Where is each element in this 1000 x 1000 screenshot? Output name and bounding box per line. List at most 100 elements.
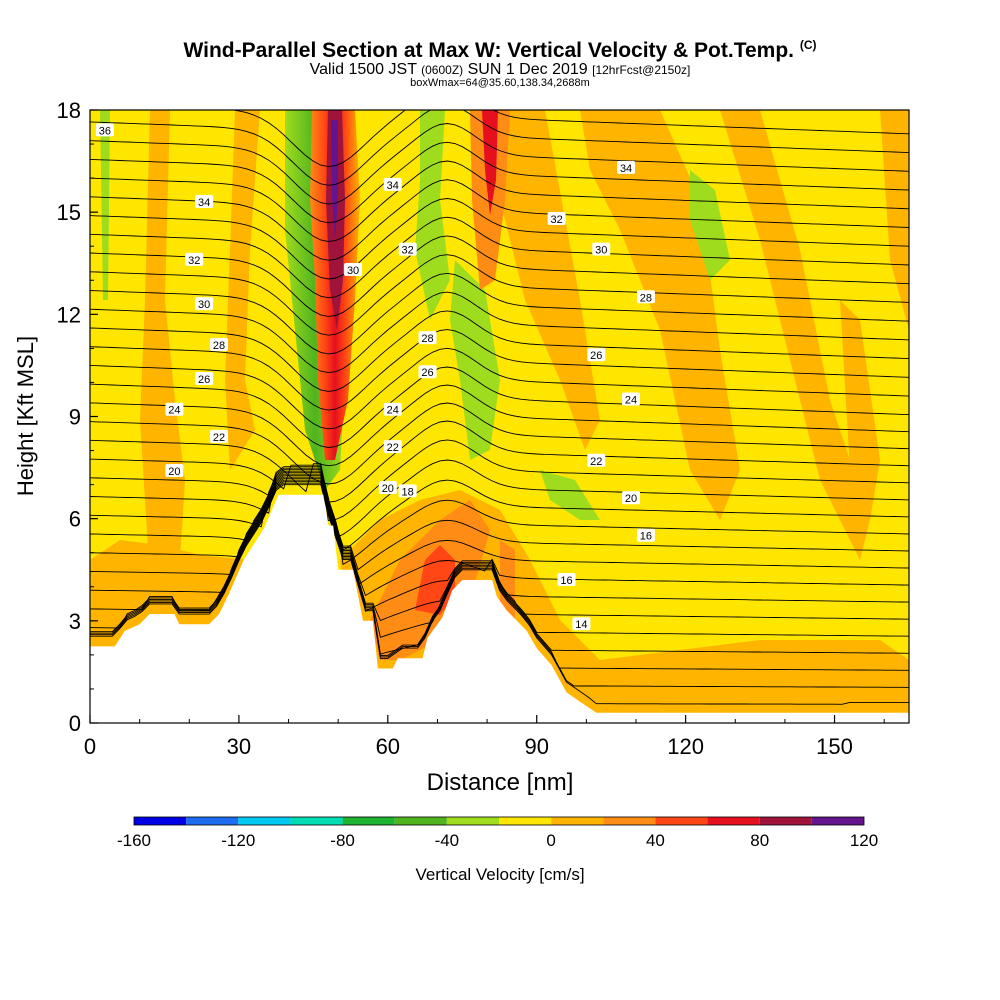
- weak-ascent-band: [720, 110, 870, 560]
- isentrope-label: 36: [95, 123, 114, 137]
- svg-text:30: 30: [595, 245, 607, 257]
- isentrope-label: 34: [195, 194, 214, 209]
- downdraft-band: [690, 170, 730, 280]
- svg-text:32: 32: [188, 255, 200, 267]
- svg-text:26: 26: [590, 350, 602, 362]
- valid-prefix: Valid 1500 JST: [309, 61, 417, 78]
- colorbar: -160 -120 -80 -40 0 40 80 120: [117, 816, 878, 850]
- y-tick-label: 3: [69, 609, 81, 634]
- isentrope-label: 26: [587, 348, 606, 362]
- isentrope-label: 32: [185, 252, 204, 267]
- weak-ascent-band: [225, 110, 260, 470]
- svg-text:22: 22: [213, 432, 225, 444]
- isentrope-label: 24: [165, 402, 184, 417]
- svg-text:16: 16: [560, 575, 572, 587]
- downdraft-band: [540, 470, 600, 520]
- isentrope-label: 18: [398, 484, 417, 498]
- svg-text:32: 32: [402, 245, 414, 257]
- isentrope-line: [90, 420, 909, 503]
- isentrope-label: 14: [572, 617, 591, 631]
- plot-area: 36 34 32 30 28 26 24 22 20 30 24 22 20 18 34 32 28 26 34 32…: [90, 110, 909, 723]
- colorbar-tick-label: 120: [850, 831, 878, 850]
- isentrope-label: 32: [547, 211, 566, 226]
- isentrope-line: [90, 478, 909, 638]
- isentrope-line: [90, 475, 909, 612]
- colorbar-tick-label: -160: [117, 831, 151, 850]
- isentrope-line: [90, 366, 909, 448]
- valid-time-line: Valid 1500 JST (0600Z) SUN 1 Dec 2019 [1…: [0, 61, 1000, 79]
- weak-ascent-band: [140, 110, 185, 580]
- isentrope-label: 20: [378, 481, 397, 495]
- isentrope-label: 32: [398, 242, 417, 257]
- isentrope-line: [90, 402, 909, 485]
- svg-text:18: 18: [402, 486, 414, 498]
- isentrope-label: 22: [210, 429, 229, 444]
- copyright-mark: (C): [799, 38, 817, 52]
- isentrope-label: 26: [418, 365, 437, 379]
- svg-text:32: 32: [550, 214, 562, 226]
- colorbar-swatch: [186, 817, 239, 825]
- isentrope-line: [90, 476, 909, 622]
- isentrope-labels: 36 34 32 30 28 26 24 22 20 30 24 22 20 18 34 32 28 26 34 32…: [95, 123, 655, 631]
- svg-text:24: 24: [625, 394, 637, 406]
- updraft-core: [331, 120, 338, 240]
- forecast-info: [12hrFcst@2150z]: [592, 63, 691, 77]
- svg-text:22: 22: [590, 456, 602, 468]
- y-tick-label: 12: [57, 302, 81, 327]
- isentrope-label: 28: [636, 290, 655, 304]
- svg-text:34: 34: [620, 163, 632, 175]
- isentrope-label: 30: [592, 242, 611, 257]
- isentrope-line: [90, 467, 909, 551]
- svg-text:30: 30: [198, 299, 210, 311]
- downdraft-band: [450, 260, 500, 460]
- isentrope-line: [90, 254, 909, 336]
- isentrope-lines: [90, 110, 909, 705]
- svg-text:30: 30: [347, 265, 359, 277]
- x-tick-label: 150: [816, 734, 853, 759]
- x-axis: 0 30 60 90 120 150: [84, 715, 885, 759]
- x-axis-label: Distance [nm]: [427, 769, 574, 796]
- isentrope-line: [90, 216, 909, 299]
- y-tick-label: 0: [69, 711, 81, 736]
- valid-date: SUN 1 Dec 2019: [467, 61, 588, 78]
- weak-ascent-band: [880, 110, 909, 330]
- isentrope-line: [90, 469, 909, 566]
- isentrope-line: [90, 329, 909, 411]
- colorbar-tick-label: -40: [435, 831, 460, 850]
- isentrope-line: [90, 235, 909, 317]
- svg-text:36: 36: [99, 125, 111, 137]
- svg-text:34: 34: [387, 180, 399, 192]
- isentrope-label: 22: [383, 440, 402, 454]
- svg-text:24: 24: [387, 405, 399, 417]
- isentrope-line: [90, 272, 909, 355]
- colorbar-swatch: [290, 817, 343, 825]
- isentrope-line: [90, 347, 909, 430]
- isentrope-line: [90, 198, 909, 280]
- boxwmax-line: boxWmax=64@35.60,138.34,2688m: [410, 77, 590, 89]
- isentrope-label: 16: [636, 528, 655, 543]
- isentrope-line: [230, 110, 909, 168]
- svg-text:20: 20: [625, 493, 637, 505]
- svg-text:20: 20: [168, 466, 180, 478]
- svg-text:34: 34: [198, 197, 210, 209]
- svg-text:28: 28: [640, 292, 652, 304]
- isentrope-line: [90, 179, 909, 261]
- y-tick-label: 18: [57, 98, 81, 123]
- x-tick-label: 120: [667, 734, 704, 759]
- colorbar-swatch: [707, 817, 760, 825]
- isentrope-line: [90, 482, 909, 688]
- isentrope-line: [90, 439, 909, 522]
- isentrope-line: [90, 291, 909, 374]
- isentrope-label: 28: [418, 331, 437, 345]
- svg-text:24: 24: [168, 405, 180, 417]
- title-main-text: Wind-Parallel Section at Max W: Vertical…: [183, 39, 794, 62]
- valid-utc: (0600Z): [421, 63, 464, 77]
- isentrope-line: [90, 110, 909, 186]
- colorbar-swatch: [499, 817, 552, 825]
- isentrope-line: [90, 459, 909, 539]
- colorbar-swatch: [655, 817, 708, 825]
- isentrope-line: [90, 484, 909, 705]
- colorbar-swatch: [134, 817, 187, 825]
- isentrope-label: 20: [622, 491, 641, 505]
- isentrope-label: 26: [195, 372, 214, 386]
